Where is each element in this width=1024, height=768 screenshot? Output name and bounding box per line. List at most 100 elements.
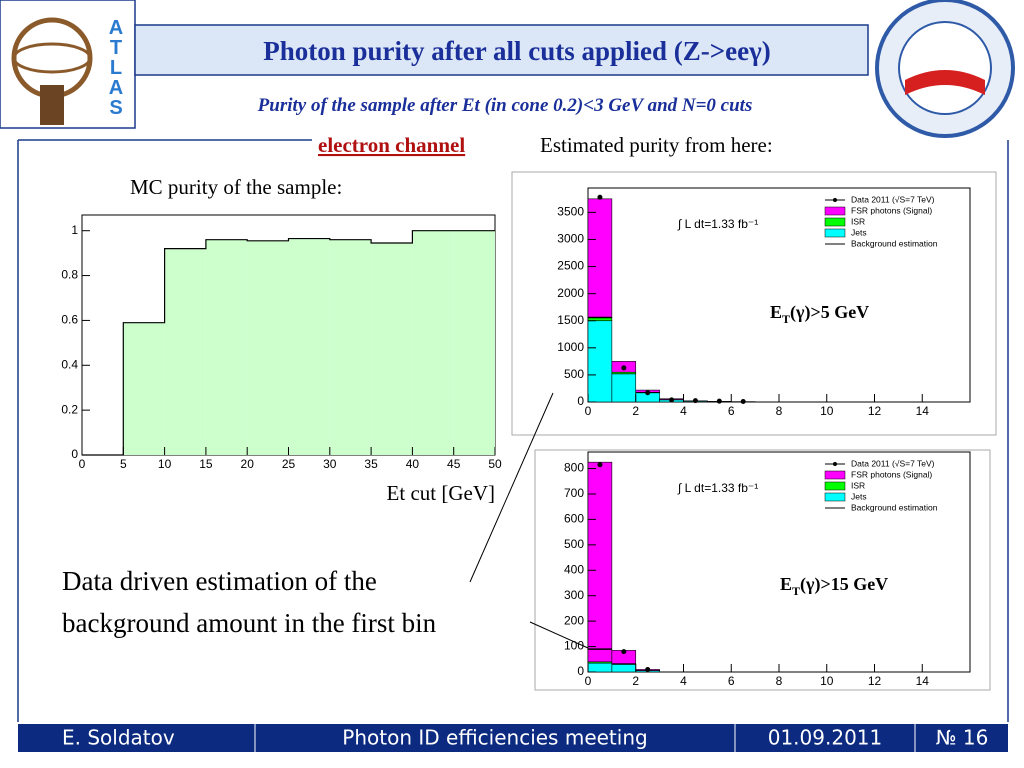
atlas-letter: T [110,37,122,59]
annotation: ∫ L dt=1.33 fb⁻¹ [677,481,758,495]
legend-swatch [833,198,837,202]
y-tick-label: 2000 [557,286,584,300]
x-axis-label: Et cut [GeV] [387,481,495,505]
legend-label: Jets [851,227,867,237]
condition-base: E [780,574,792,594]
y-tick-label: 0 [577,664,584,678]
annotation: ∫ L dt=1.33 fb⁻¹ [677,217,758,231]
legend-label: Data 2011 (√S=7 TeV) [851,194,935,204]
channel-label: electron channel [318,133,465,157]
arrow [469,392,554,583]
legend-swatch [824,470,846,480]
note-line: Data driven estimation of the [62,566,377,596]
x-tick-label: 12 [868,404,882,418]
condition-sub: T [782,312,790,326]
bar [371,243,413,455]
y-tick-label: 2500 [557,259,584,273]
y-tick-label: 500 [564,367,584,381]
x-tick-label: 8 [776,674,783,688]
x-tick-label: 35 [364,457,378,471]
x-tick-label: 20 [241,457,255,471]
y-tick-label: 3000 [557,232,584,246]
legend-label: FSR photons (Signal) [851,469,932,479]
x-tick-label: 6 [728,674,735,688]
x-tick-label: 4 [680,404,687,418]
y-tick-label: 0.6 [61,313,78,327]
y-tick-label: 500 [564,537,584,551]
footer-page: № 16 [936,726,989,750]
y-tick-label: 600 [564,512,584,526]
x-tick-label: 10 [820,674,834,688]
y-tick-label: 0.8 [61,268,78,282]
data-point [645,390,651,396]
legend-label: FSR photons (Signal) [851,205,932,215]
footer-author: E. Soldatov [62,726,175,750]
condition-sub: T [792,584,800,598]
x-tick-label: 30 [323,457,337,471]
x-tick-label: 40 [406,457,420,471]
data-point [716,398,722,404]
mephi-flag [905,70,985,95]
y-tick-label: 300 [564,588,584,602]
data-point [621,365,627,371]
condition-label: ET(γ)>5 GeV [770,302,869,326]
atlas-letter: A [109,77,123,99]
atlas-figure [40,85,64,125]
condition-rest: (γ)>15 GeV [800,574,888,595]
step-outline [82,230,495,456]
y-tick-label: 700 [564,486,584,500]
x-tick-label: 15 [199,457,213,471]
bar-segment [587,198,613,318]
legend-label: ISR [851,480,865,490]
bar [164,248,206,455]
legend-swatch [824,481,846,491]
x-tick-label: 6 [728,404,735,418]
y-tick-label: 400 [564,562,584,576]
y-tick-label: 200 [564,613,584,627]
x-tick-label: 2 [632,674,639,688]
bar-segment [587,662,613,673]
x-tick-label: 10 [820,404,834,418]
data-point [740,398,746,404]
data-point [645,666,651,672]
bar [412,230,454,455]
footer-date: 01.09.2011 [768,726,883,750]
y-tick-label: 1500 [557,313,584,327]
x-tick-label: 0 [585,404,592,418]
plot-area [587,187,971,403]
legend-label: Background estimation [851,238,938,248]
title-box [134,24,869,76]
atlas-globe-ring [12,42,92,74]
bar-segment [587,320,613,403]
y-tick-label: 100 [564,639,584,653]
y-tick-label: 0.2 [61,402,78,416]
legend-swatch [824,492,846,502]
x-tick-label: 0 [585,674,592,688]
bar [329,239,372,455]
arrow [529,621,589,649]
atlas-letter: L [110,57,122,79]
x-tick-label: 10 [158,457,172,471]
x-tick-label: 45 [447,457,461,471]
condition-base: E [770,302,782,322]
x-tick-label: 14 [916,404,930,418]
legend-swatch [824,228,846,238]
footer-bar [18,724,1008,752]
bar [288,238,330,455]
chart-title: MC purity of the sample: [130,175,342,199]
x-tick-label: 2 [632,404,639,418]
data-point [669,397,675,403]
atlas-letter: A [109,17,123,39]
x-tick-label: 14 [916,674,930,688]
mephi-logo-inner [898,21,992,115]
slide-title: Photon purity after all cuts applied (Z-… [263,36,771,66]
legend-label: Background estimation [851,502,938,512]
legend-label: Jets [851,491,867,501]
note-line: background amount in the first bin [62,608,437,638]
estimated-label: Estimated purity from here: [540,133,773,157]
data-point [692,398,698,404]
x-tick-label: 8 [776,404,783,418]
legend-label: ISR [851,216,865,226]
y-tick-label: 800 [564,461,584,475]
